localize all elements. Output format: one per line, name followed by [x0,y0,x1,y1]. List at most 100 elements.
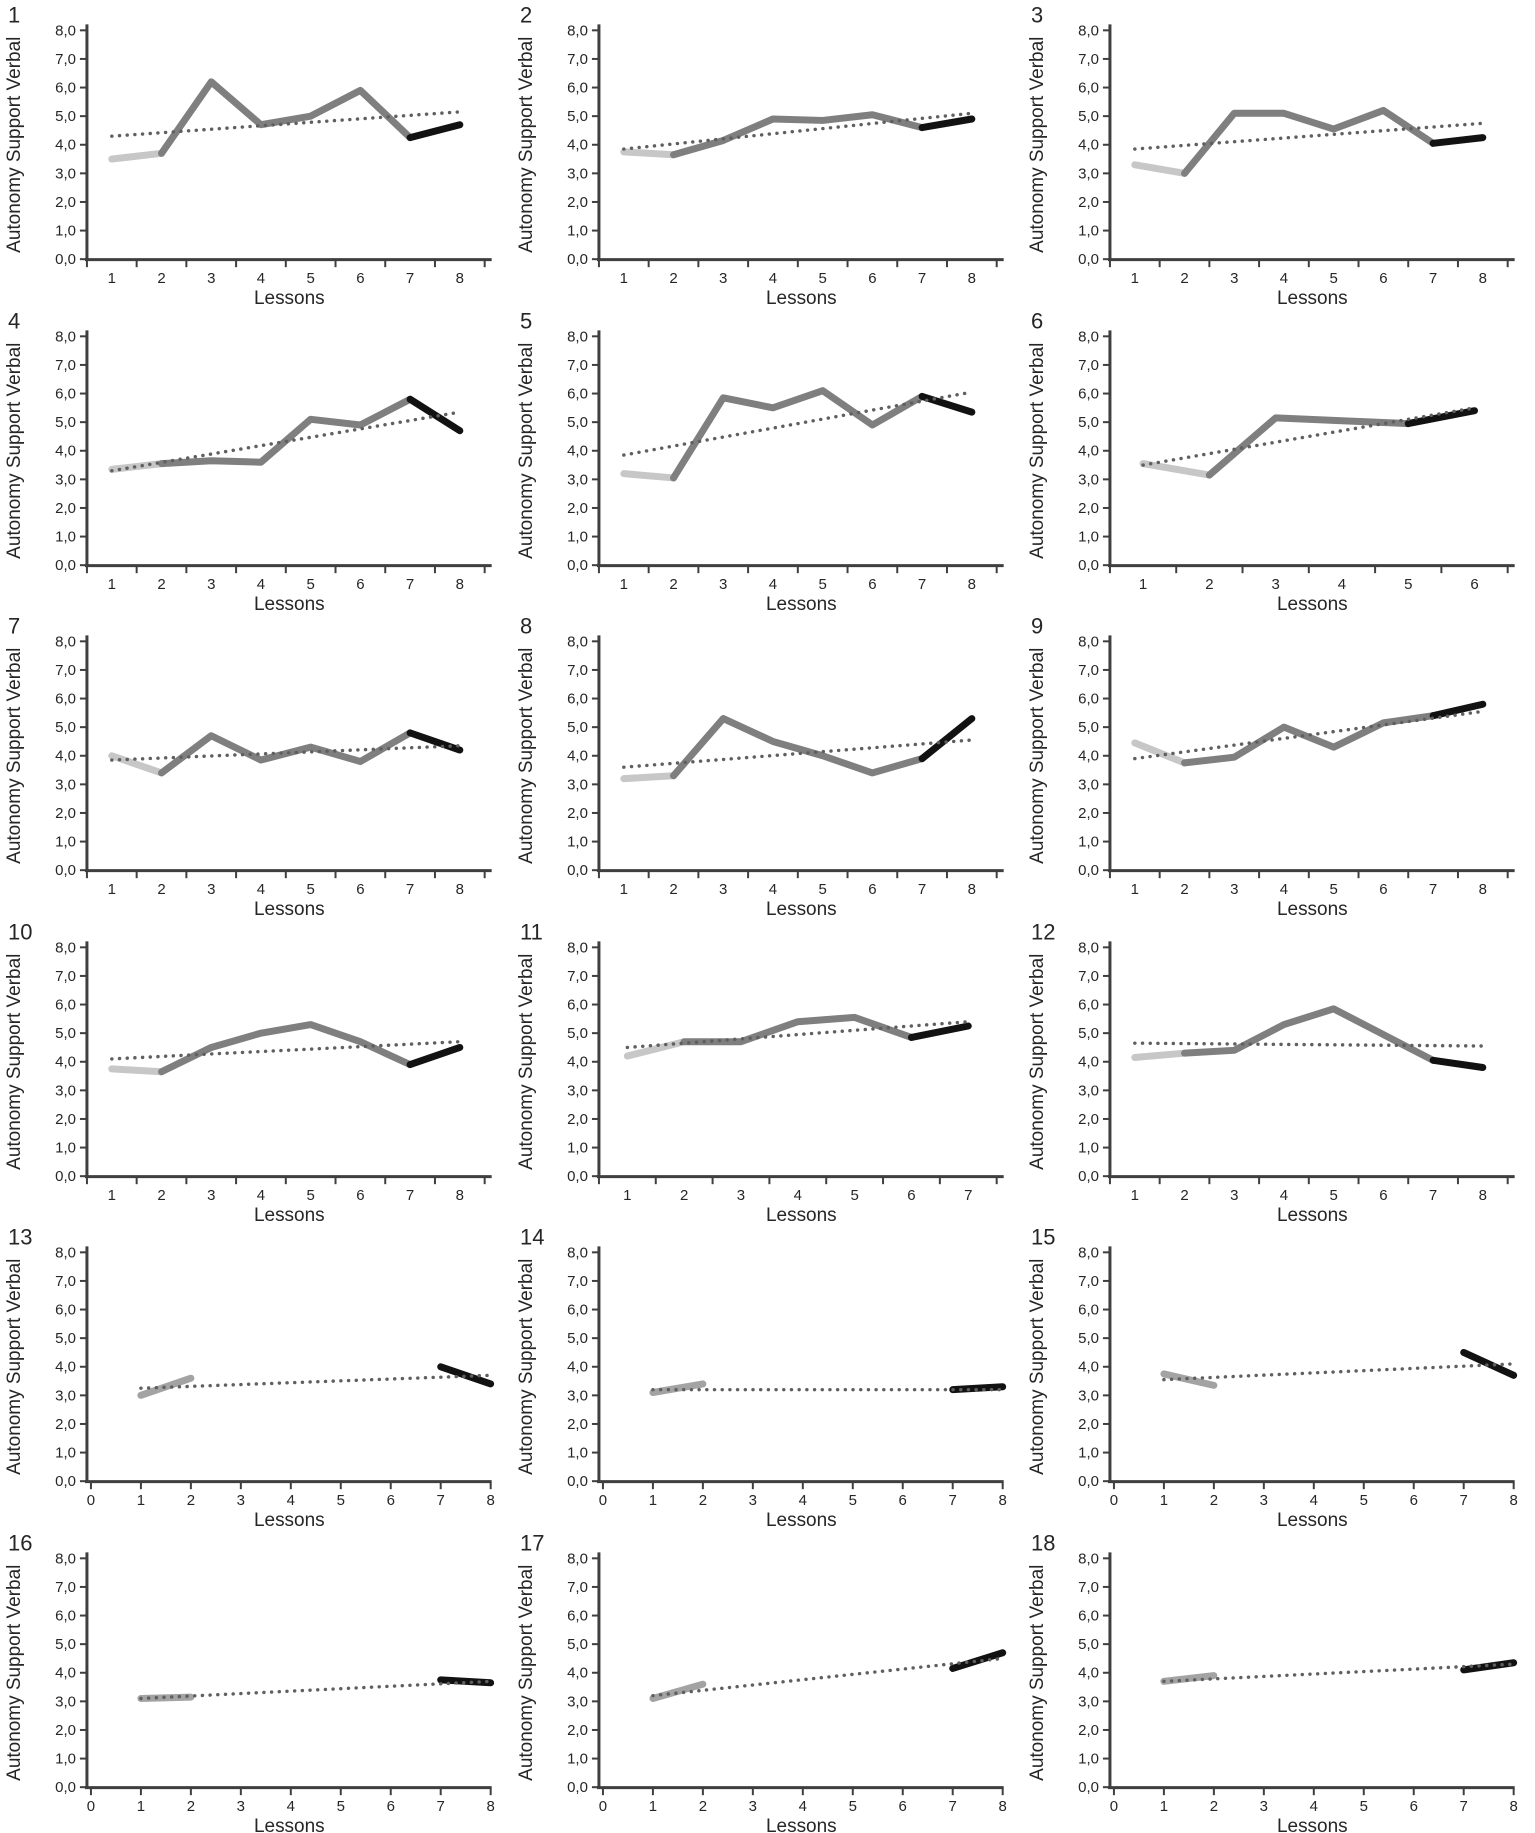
x-tick-label: 8 [998,1492,1006,1509]
x-tick-label: 2 [698,1798,706,1815]
x-tick-label: 2 [1206,576,1214,593]
x-tick-label: 7 [406,881,414,898]
y-tick-label: 5,0 [567,1330,588,1347]
y-tick-label: 6,0 [1078,385,1099,402]
x-tick-label: 1 [619,576,627,593]
y-tick-label: 4,0 [55,137,76,154]
panel-number: 6 [1031,308,1043,333]
y-tick-label: 8,0 [1078,22,1099,39]
chart-panel-13: 13 Autonomy Support Verbal 8,0 7,0 6,0 5,0 4,0… [0,1222,512,1527]
series-baseline-line [619,772,677,783]
x-tick-label: 0 [598,1798,606,1815]
x-tick-label: 6 [356,270,364,287]
x-tick-label: 5 [818,576,826,593]
x-tick-label: 4 [257,1187,265,1204]
x-axis-title: Lessons [254,1816,325,1833]
x-tick-label: 2 [157,1187,165,1204]
x-tick-label: 7 [437,1492,445,1509]
chart-svg-9: 9 Autonomy Support Verbal 8,0 7,0 6,0 5,0 4,0 3… [1027,613,1515,917]
y-tick-label: 3,0 [567,1082,588,1099]
y-tick-label: 5,0 [1078,414,1099,431]
y-tick-label: 6,0 [55,80,76,97]
y-tick-label: 2,0 [1078,805,1099,822]
y-axis-title: Autonomy Support Verbal [4,37,25,253]
y-axis-title: Autonomy Support Verbal [516,342,537,558]
x-tick-label: 1 [1139,576,1147,593]
y-tick-label: 8,0 [567,1550,588,1567]
y-tick-label: 4,0 [55,442,76,459]
y-tick-label: 8,0 [1078,1244,1099,1261]
y-tick-label: 1,0 [55,528,76,545]
y-tick-label: 5,0 [55,108,76,125]
y-tick-label: 1,0 [567,1445,588,1462]
x-tick-label: 5 [818,881,826,898]
x-tick-label: 3 [1272,576,1280,593]
x-axis-title: Lessons [766,288,837,305]
y-tick-label: 0,0 [1078,251,1099,268]
y-tick-label: 4,0 [1078,442,1099,459]
chart-panel-9: 9 Autonomy Support Verbal 8,0 7,0 6,0 5,0 4,0 3… [1023,611,1535,917]
panel-number: 10 [8,919,32,944]
y-tick-label: 5,0 [1078,108,1099,125]
series-intervention-line [669,386,926,481]
x-tick-label: 2 [669,576,677,593]
y-tick-label: 0,0 [55,1779,76,1796]
x-tick-label: 3 [748,1798,756,1815]
y-tick-label: 3,0 [55,776,76,793]
y-tick-label: 4,0 [567,748,588,765]
y-tick-label: 1,0 [55,1750,76,1767]
x-axis-title: Lessons [766,1816,837,1833]
y-tick-label: 7,0 [567,662,588,679]
series-intervention-line [1181,712,1437,767]
chart-panel-18: 18 Autonomy Support Verbal 8,0 7,0 6,0 5,0 4,0… [1023,1528,1535,1833]
x-tick-label: 4 [1280,1187,1288,1204]
x-tick-label: 6 [387,1492,395,1509]
x-tick-label: 7 [437,1798,445,1815]
series-intervention-line [669,111,926,159]
panel-number: 17 [520,1530,544,1555]
y-tick-label: 0,0 [55,557,76,574]
panel-number: 4 [8,308,20,333]
y-tick-label: 6,0 [1078,1607,1099,1624]
x-tick-label: 8 [1479,881,1487,898]
series-intervention-line [158,78,414,157]
x-axis-title: Lessons [254,1510,325,1527]
x-tick-label: 3 [1230,270,1238,287]
series-post-line [437,1675,495,1686]
y-tick-label: 2,0 [55,194,76,211]
x-tick-label: 2 [157,576,165,593]
series-post-line [918,715,975,763]
series-trend-line [1133,121,1485,151]
x-tick-label: 4 [1280,881,1288,898]
y-tick-label: 7,0 [55,356,76,373]
y-tick-label: 3,0 [55,165,76,182]
y-tick-label: 8,0 [567,939,588,956]
x-tick-label: 8 [456,576,464,593]
series-trend-line [621,738,974,769]
y-axis-title: Autonomy Support Verbal [4,342,25,558]
y-tick-label: 7,0 [55,662,76,679]
series-trend-line [1162,1661,1516,1683]
y-tick-label: 1,0 [1078,834,1099,851]
y-tick-label: 6,0 [1078,691,1099,708]
x-tick-label: 6 [907,1187,915,1204]
series-baseline-line [623,1037,688,1060]
x-tick-label: 1 [108,270,116,287]
x-tick-label: 4 [768,881,776,898]
y-tick-label: 3,0 [567,776,588,793]
series-post-line [437,1363,495,1388]
x-tick-label: 7 [406,270,414,287]
y-tick-label: 2,0 [55,805,76,822]
x-tick-label: 8 [456,270,464,287]
y-tick-label: 0,0 [55,251,76,268]
y-tick-label: 3,0 [55,1082,76,1099]
chart-svg-10: 10 Autonomy Support Verbal 8,0 7,0 6,0 5,0 4,0… [4,919,492,1222]
series-post-line [406,121,464,142]
y-tick-label: 0,0 [567,557,588,574]
y-tick-label: 1,0 [55,1445,76,1462]
x-tick-label: 3 [736,1187,744,1204]
panel-number: 16 [8,1530,32,1555]
x-tick-label: 3 [207,881,215,898]
y-tick-label: 3,0 [55,1693,76,1710]
